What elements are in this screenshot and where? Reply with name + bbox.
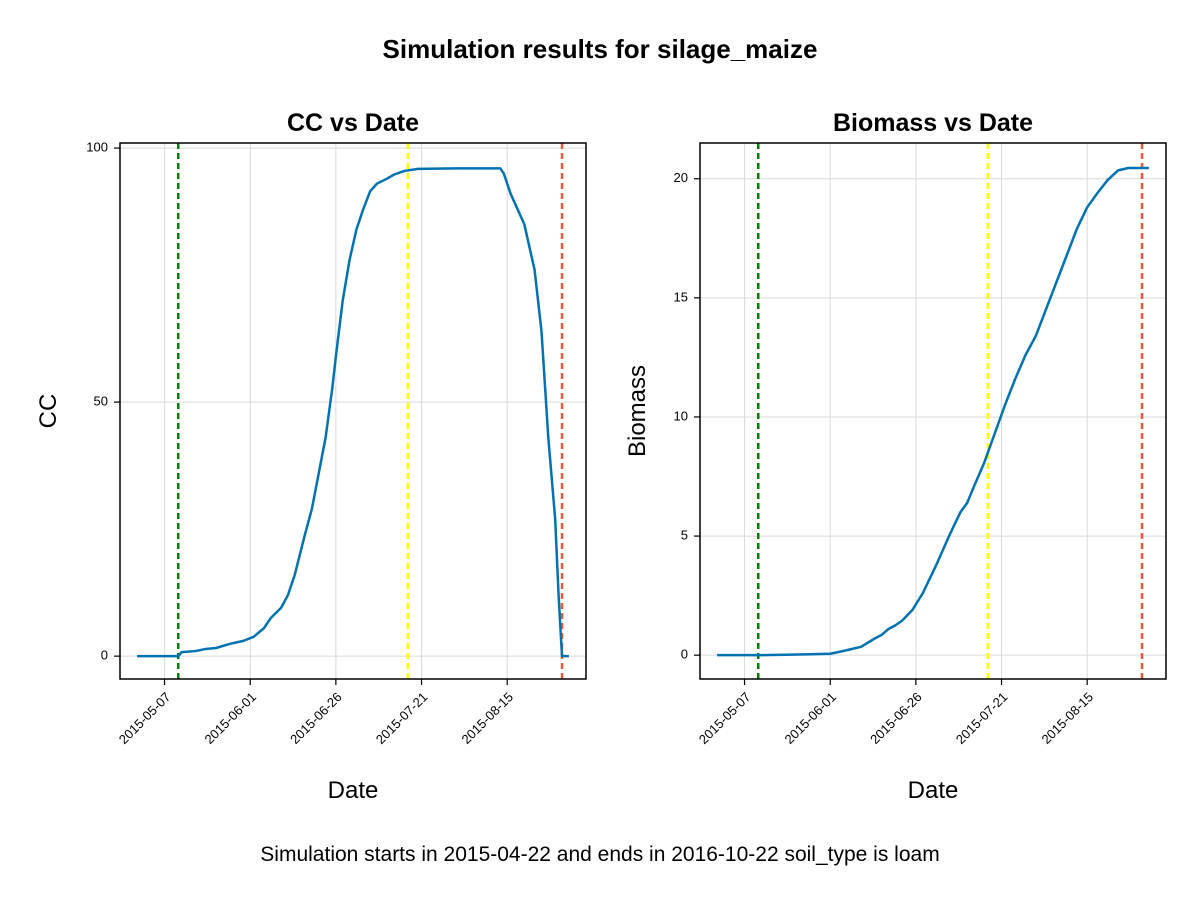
y-tick-label: 5 (681, 528, 688, 543)
x-tick-label: 2015-05-07 (116, 689, 174, 747)
x-axis-label: Date (908, 777, 959, 804)
y-tick-label: 100 (86, 140, 108, 155)
plot-frame (119, 142, 587, 680)
x-tick-label: 2015-07-21 (953, 689, 1011, 747)
y-tick-label: 20 (674, 170, 688, 185)
x-tick-label: 2015-06-26 (287, 689, 345, 747)
cc-series-line (137, 167, 569, 658)
y-tick-label: 0 (101, 648, 108, 663)
x-tick-label: 2015-08-15 (458, 689, 516, 747)
x-tick-label: 2015-06-01 (781, 689, 839, 747)
y-axis-label: Biomass (624, 365, 651, 457)
x-tick-label: 2015-08-15 (1038, 689, 1096, 747)
figure-title: Simulation results for silage_maize (382, 34, 818, 64)
y-tick-label: 10 (674, 408, 688, 423)
y-tick-label: 15 (674, 289, 688, 304)
figure-caption: Simulation starts in 2015-04-22 and ends… (260, 843, 940, 866)
subplot-title: Biomass vs Date (833, 109, 1033, 137)
x-tick-label: 2015-06-01 (201, 689, 259, 747)
plot-frame (699, 142, 1167, 680)
cc-panel: 2015-05-07 2015-06-01 2015-06-26 2015-07-21… (35, 109, 587, 804)
y-tick-label: 50 (94, 394, 108, 409)
y-axis-label: CC (35, 394, 62, 429)
x-tick-label: 2015-06-26 (867, 689, 925, 747)
y-tick-label: 0 (681, 647, 688, 662)
x-tick-label: 2015-05-07 (696, 689, 754, 747)
x-axis-label: Date (328, 777, 379, 804)
biomass-series-line (717, 166, 1149, 657)
biomass-panel: 2015-05-07 2015-06-01 2015-06-26 2015-07-21… (624, 109, 1167, 804)
x-tick-label: 2015-07-21 (373, 689, 431, 747)
subplot-title: CC vs Date (287, 109, 419, 137)
